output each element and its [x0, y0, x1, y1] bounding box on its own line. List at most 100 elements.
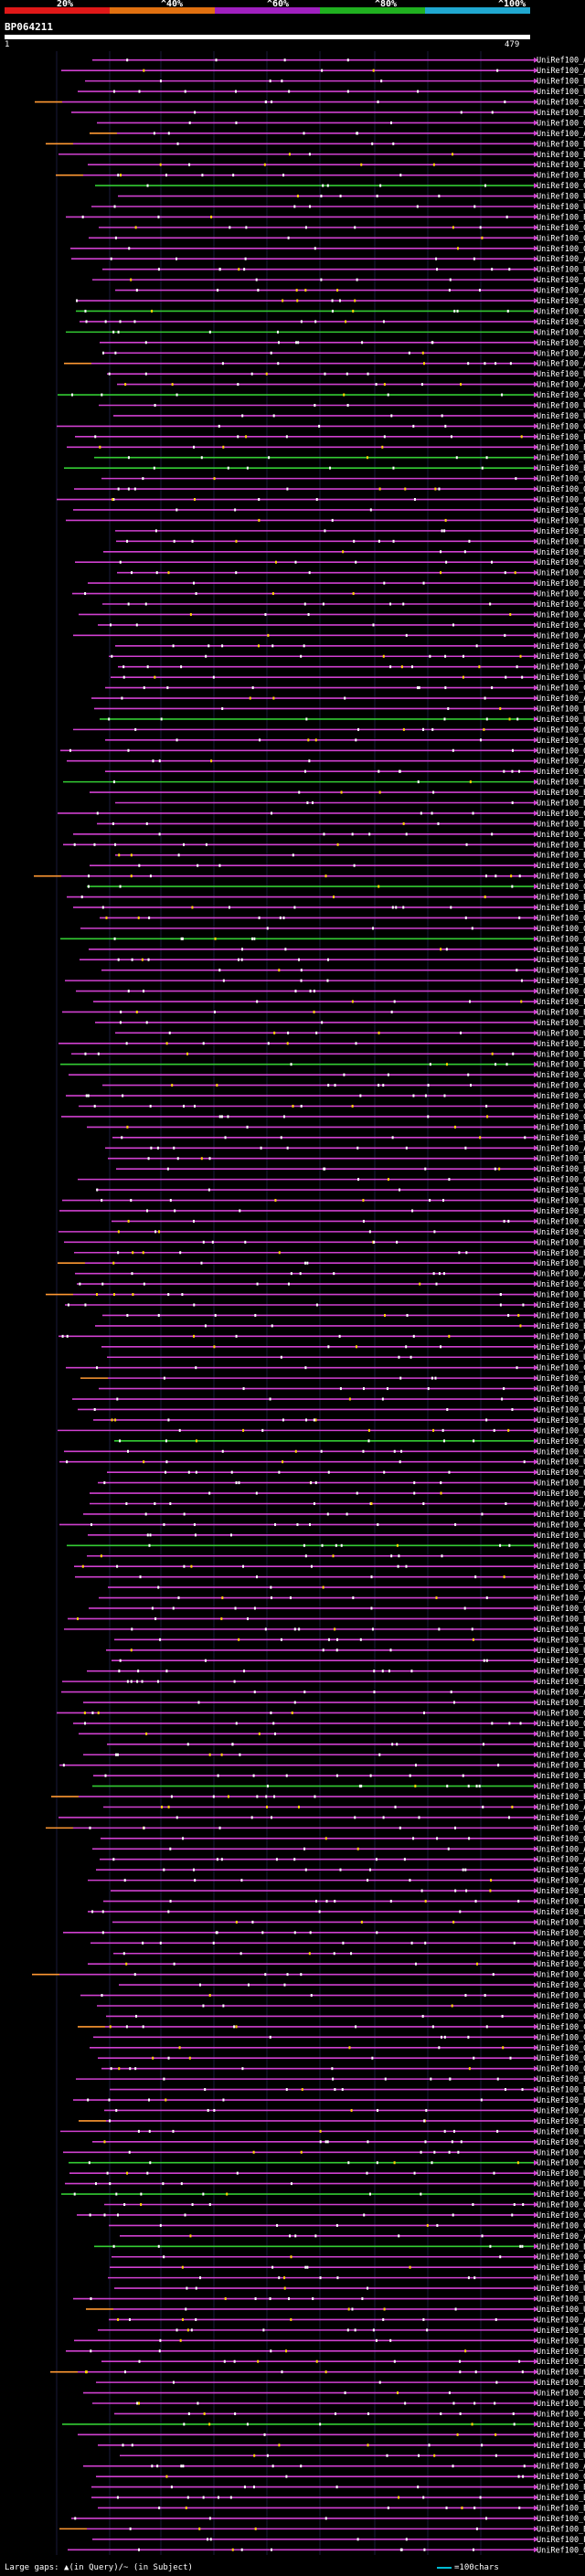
hit-row[interactable]: UniRef100_UP1000... — [69, 2169, 585, 2178]
hit-row[interactable]: UniRef100_UP1000... — [100, 716, 585, 725]
hit-row[interactable]: UniRef100_Q3ECU7 — [97, 119, 585, 128]
hit-label[interactable]: UniRef100_B8TM46 — [537, 820, 585, 829]
hit-label[interactable]: UniRef100_Q05B60-2 — [537, 1082, 585, 1091]
hit-label[interactable]: UniRef100_B8MW43 — [537, 1332, 585, 1341]
hit-label[interactable]: UniRef100_B68GM1 — [537, 1061, 585, 1070]
hit-row[interactable]: UniRef100_Q9R1X9-2 — [78, 1176, 585, 1185]
hit-row[interactable]: UniRef100_B9PVY2 — [115, 800, 585, 809]
hit-label[interactable]: UniRef100_A2BZB6 — [537, 381, 585, 390]
hit-row[interactable]: UniRef100_B7P571 — [65, 977, 585, 986]
hit-row[interactable]: UniRef100_C1EA37 — [105, 684, 585, 694]
hit-row[interactable]: UniRef100_C5LP48 — [90, 1489, 585, 1499]
hit-row[interactable]: UniRef100_C4NZ08 — [34, 873, 585, 882]
hit-label[interactable]: UniRef100_B8ND33 — [537, 1615, 585, 1624]
hit-row[interactable]: UniRef100_Q8E4F8 — [74, 485, 585, 494]
hit-label[interactable]: UniRef100_P39621 — [537, 2536, 585, 2545]
hit-row[interactable]: UniRef100_Q91QM7 — [80, 318, 585, 327]
hit-row[interactable]: UniRef100_Q05B60 — [61, 1113, 585, 1122]
hit-row[interactable]: UniRef100_UP1000... — [62, 1197, 585, 1206]
hit-label[interactable]: UniRef100_B7QHD8 — [537, 1699, 585, 1708]
hit-row[interactable]: UniRef100_B3LBB3 — [93, 1416, 585, 1426]
hit-row[interactable]: UniRef100_B7PFE7 — [46, 1291, 585, 1300]
hit-label[interactable]: UniRef100_UP1000... — [537, 401, 585, 410]
hit-row[interactable]: UniRef100_Q4KCV2 — [80, 925, 585, 934]
hit-label[interactable]: UniRef100_B3SYC5 — [537, 1385, 585, 1394]
hit-row[interactable]: UniRef100_B7PN49 — [98, 2327, 585, 2336]
hit-row[interactable]: UniRef100_B5DJN3 — [60, 2127, 585, 2136]
hit-label[interactable]: UniRef100_B3NWD3 — [537, 1238, 585, 1247]
hit-row[interactable]: UniRef100_Q05B60-3 — [66, 1092, 585, 1101]
hit-label[interactable]: UniRef100_B4IEE2 — [537, 2369, 585, 2378]
hit-row[interactable]: UniRef100_B8LQ17 — [64, 464, 585, 473]
hit-row[interactable]: UniRef100_A5NT94 — [91, 694, 585, 704]
hit-label[interactable]: UniRef100_UP1000... — [537, 673, 585, 683]
hit-label[interactable]: UniRef100_P13496 — [537, 1626, 585, 1635]
hit-row[interactable]: UniRef100_Q4G7C0 — [100, 914, 585, 923]
hit-row[interactable]: UniRef100_UP1000... — [99, 401, 585, 410]
hit-label[interactable]: UniRef100_Q3HTK6 — [537, 234, 585, 243]
hit-row[interactable]: UniRef100_C5DP93 — [66, 1364, 585, 1373]
hit-row[interactable]: UniRef100_C3XYK0 — [71, 2515, 585, 2524]
hit-row[interactable]: UniRef100_UP1000... — [95, 1019, 585, 1028]
hit-label[interactable]: UniRef100_B7P9A9 — [537, 1511, 585, 1520]
hit-row[interactable]: UniRef100_C5ZCE8 — [62, 2421, 585, 2430]
hit-row[interactable]: UniRef100_C5QLX8 — [57, 496, 585, 505]
hit-label[interactable]: UniRef100_UP1000... — [537, 1918, 585, 1927]
hit-row[interactable]: UniRef100_B9HFC9 — [89, 946, 585, 955]
hit-label[interactable]: UniRef100_B6SP06 — [537, 956, 585, 965]
hit-row[interactable]: UniRef100_A9TWA3 — [90, 1500, 585, 1510]
hit-row[interactable]: UniRef100_P93797 — [75, 433, 585, 442]
hit-label[interactable]: UniRef100_B9R3R6 — [537, 2242, 585, 2252]
hit-row[interactable]: UniRef100_B9FZK1 — [62, 1008, 585, 1017]
hit-label[interactable]: UniRef100_Q7RNM7 — [537, 1866, 585, 1875]
hit-row[interactable]: UniRef100_Q9SL09 — [75, 1574, 585, 1583]
hit-row[interactable]: UniRef100_Q3WJB9 — [76, 307, 585, 316]
hit-row[interactable]: UniRef100_B9GJV6 — [66, 213, 585, 222]
hit-row[interactable]: UniRef100_B914Y6 — [85, 78, 585, 87]
hit-row[interactable]: UniRef100_Q3TTY5 — [73, 1720, 585, 1729]
hit-row[interactable]: UniRef100_A1E5M2 — [61, 67, 585, 76]
hit-row[interactable]: UniRef100_Q9SJC9 — [64, 1447, 585, 1457]
hit-label[interactable]: UniRef100_Q5RL97 — [537, 737, 585, 746]
hit-row[interactable]: UniRef100_UP1000... — [106, 1647, 585, 1656]
hit-label[interactable]: UniRef100_UP1000... — [537, 2452, 585, 2461]
hit-row[interactable]: UniRef100_B3MW45 — [102, 1311, 585, 1320]
hit-label[interactable]: UniRef100_Q0DDJ9 — [537, 1824, 585, 1833]
hit-label[interactable]: UniRef100_UP1000... — [537, 1197, 585, 1206]
hit-label[interactable]: UniRef100_Q0AZL1 — [537, 883, 585, 892]
hit-label[interactable]: UniRef100_B6HPC0 — [537, 454, 585, 463]
hit-row[interactable]: UniRef100_B3NWD3 — [64, 1238, 585, 1247]
hit-label[interactable]: UniRef100_A4S179 — [537, 1144, 585, 1153]
hit-row[interactable]: UniRef100_C5YQ12 — [114, 2410, 585, 2419]
hit-row[interactable]: UniRef100_UP1000... — [120, 2452, 585, 2461]
hit-label[interactable]: UniRef100_C4NZ08 — [537, 873, 585, 882]
hit-row[interactable]: UniRef100_Q5Z4P7 — [104, 2201, 585, 2210]
hit-row[interactable]: UniRef100_C5LYR8 — [58, 810, 585, 819]
hit-row[interactable]: UniRef100_Q6R5A0 — [112, 1657, 585, 1666]
hit-row[interactable]: UniRef100_B7PK12 — [56, 172, 585, 181]
hit-label[interactable]: UniRef100_Q4G7C0 — [537, 914, 585, 923]
hit-row[interactable]: UniRef100_C1FED3 — [58, 391, 585, 400]
hit-label[interactable]: UniRef100_Q6R5A0 — [537, 1657, 585, 1666]
hit-row[interactable]: UniRef100_B6TP60 — [112, 1134, 585, 1143]
hit-row[interactable]: UniRef100_UP1000... — [78, 88, 585, 97]
hit-row[interactable]: UniRef100_Q5ADHC — [66, 328, 585, 337]
hit-row[interactable]: UniRef100_UP1000... — [80, 1992, 585, 2001]
hit-row[interactable]: UniRef100_Q3HTK6 — [89, 234, 585, 243]
hit-row[interactable]: UniRef100_B7NV16 — [90, 789, 585, 798]
hit-label[interactable]: UniRef100_C9U2B5 — [537, 1521, 585, 1530]
hit-label[interactable]: UniRef100_B914Y6 — [537, 78, 585, 87]
hit-label[interactable]: UniRef100_A8JGT1 — [537, 2106, 585, 2115]
hit-label[interactable]: UniRef100_A4A3F9 — [537, 1845, 585, 1854]
hit-label[interactable]: UniRef100_P93797 — [537, 433, 585, 442]
hit-row[interactable]: UniRef100_Q05B60-5 — [69, 1071, 585, 1080]
hit-label[interactable]: UniRef100_Q5FGR6 — [537, 1981, 585, 1990]
hit-row[interactable]: UniRef100_B8MW43 — [58, 1332, 585, 1341]
hit-label[interactable]: UniRef100_Q6KC19 — [537, 1751, 585, 1760]
hit-row[interactable]: UniRef100_Q86ZC0 — [113, 1950, 585, 1959]
hit-label[interactable]: UniRef100_B4QB57 — [537, 1165, 585, 1174]
hit-row[interactable]: UniRef100_Q3SCP0 — [102, 600, 585, 610]
hit-row[interactable]: UniRef100_B68GM1 — [60, 1061, 585, 1070]
hit-row[interactable]: UniRef100_C1DZP9 — [92, 2138, 585, 2147]
hit-row[interactable]: UniRef100_UP1000... — [79, 1730, 585, 1739]
